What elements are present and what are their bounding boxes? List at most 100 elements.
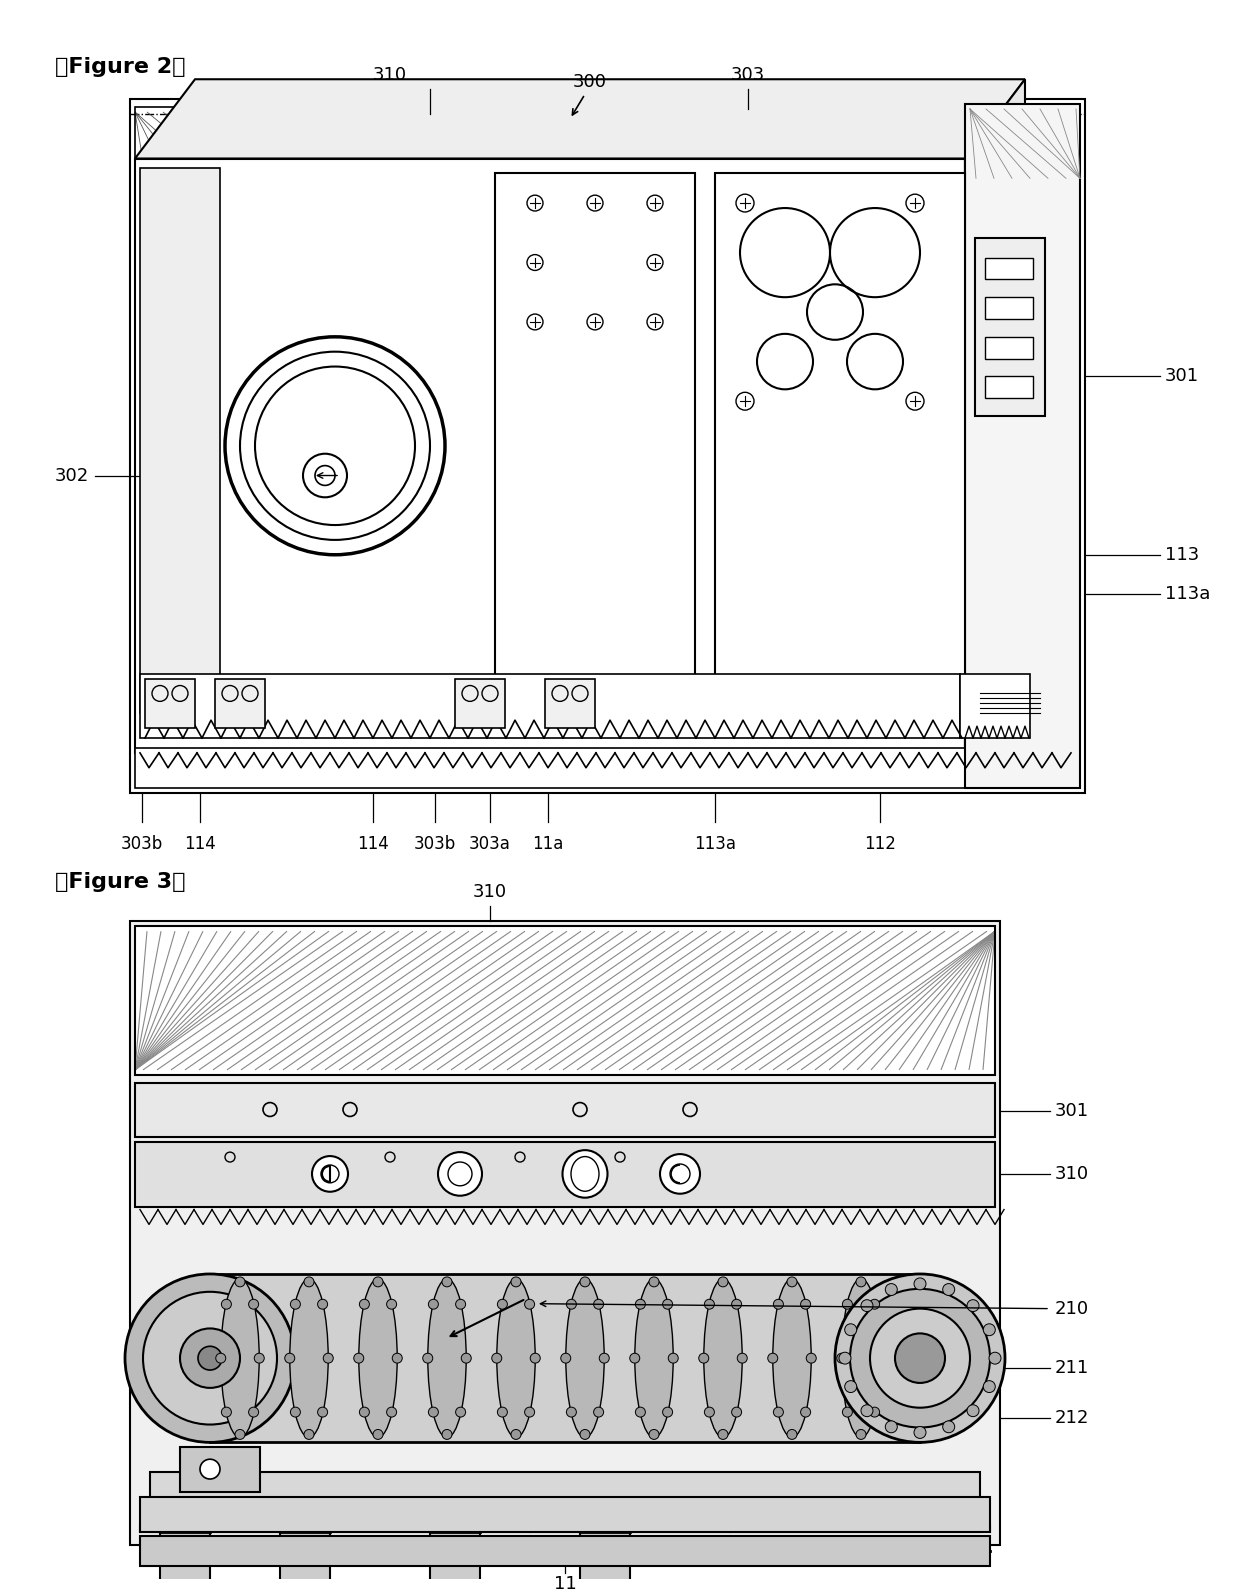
Circle shape — [441, 1430, 453, 1439]
Text: 303b: 303b — [414, 835, 456, 853]
Circle shape — [224, 336, 445, 555]
Text: 113a: 113a — [694, 835, 737, 853]
Circle shape — [360, 1299, 370, 1309]
Text: 310: 310 — [373, 67, 407, 84]
Circle shape — [718, 1430, 728, 1439]
Bar — [715, 174, 965, 728]
Circle shape — [254, 1353, 264, 1363]
Circle shape — [914, 1278, 926, 1290]
Circle shape — [806, 1353, 816, 1363]
Circle shape — [870, 1309, 970, 1408]
Circle shape — [844, 1323, 857, 1336]
Ellipse shape — [773, 1278, 811, 1438]
Bar — [140, 1537, 990, 1567]
Circle shape — [290, 1408, 300, 1417]
Polygon shape — [135, 80, 1025, 158]
Circle shape — [649, 1430, 658, 1439]
Circle shape — [438, 1152, 482, 1196]
Circle shape — [662, 1408, 672, 1417]
Circle shape — [856, 1277, 866, 1286]
Circle shape — [511, 1430, 521, 1439]
Circle shape — [560, 1353, 570, 1363]
Circle shape — [594, 1408, 604, 1417]
Circle shape — [895, 1334, 945, 1384]
Circle shape — [967, 1299, 980, 1312]
Bar — [135, 107, 1080, 158]
Bar — [135, 1143, 994, 1207]
Circle shape — [768, 1353, 777, 1363]
Text: 310: 310 — [472, 883, 507, 902]
Circle shape — [983, 1323, 996, 1336]
Circle shape — [580, 1430, 590, 1439]
Bar — [455, 679, 505, 728]
Circle shape — [312, 1156, 348, 1192]
Circle shape — [914, 1427, 926, 1438]
Ellipse shape — [565, 1278, 604, 1438]
Circle shape — [869, 1408, 879, 1417]
Bar — [965, 104, 1080, 787]
Circle shape — [304, 1430, 314, 1439]
Bar — [280, 1532, 330, 1594]
Circle shape — [699, 1353, 709, 1363]
Bar — [145, 679, 195, 728]
Circle shape — [662, 1299, 672, 1309]
Circle shape — [844, 1380, 857, 1393]
Text: 212: 212 — [1055, 1409, 1090, 1427]
Circle shape — [842, 1299, 852, 1309]
Ellipse shape — [497, 1278, 536, 1438]
Circle shape — [525, 1299, 534, 1309]
Circle shape — [875, 1353, 885, 1363]
Circle shape — [143, 1291, 277, 1425]
Ellipse shape — [221, 1278, 259, 1438]
Ellipse shape — [635, 1278, 673, 1438]
Circle shape — [290, 1299, 300, 1309]
Circle shape — [599, 1353, 609, 1363]
Ellipse shape — [704, 1278, 743, 1438]
Text: 210: 210 — [1055, 1299, 1089, 1318]
Bar — [580, 1532, 630, 1594]
Text: 301: 301 — [1166, 368, 1199, 386]
Bar — [215, 679, 265, 728]
Ellipse shape — [358, 1278, 397, 1438]
Bar — [140, 1497, 990, 1532]
Bar — [975, 238, 1045, 416]
Bar — [150, 1473, 980, 1532]
Circle shape — [303, 454, 347, 497]
Circle shape — [787, 1277, 797, 1286]
Circle shape — [353, 1353, 363, 1363]
Text: 301: 301 — [1055, 1101, 1089, 1119]
Circle shape — [455, 1299, 465, 1309]
Circle shape — [732, 1299, 742, 1309]
Circle shape — [885, 1283, 898, 1296]
Circle shape — [942, 1420, 955, 1433]
Circle shape — [373, 1430, 383, 1439]
Circle shape — [392, 1353, 402, 1363]
Bar — [130, 921, 999, 1546]
Circle shape — [942, 1283, 955, 1296]
Bar — [135, 926, 994, 1074]
Text: 《Figure 2》: 《Figure 2》 — [55, 57, 186, 78]
Circle shape — [774, 1299, 784, 1309]
Circle shape — [222, 1408, 232, 1417]
Bar — [140, 674, 960, 738]
Circle shape — [567, 1408, 577, 1417]
Bar — [546, 679, 595, 728]
Bar — [135, 158, 965, 752]
Circle shape — [324, 1353, 334, 1363]
Circle shape — [594, 1299, 604, 1309]
Bar — [180, 1447, 260, 1492]
Circle shape — [635, 1408, 645, 1417]
Bar — [135, 926, 994, 1074]
Text: 《Figure 3》: 《Figure 3》 — [55, 872, 186, 891]
Ellipse shape — [290, 1278, 329, 1438]
Circle shape — [200, 1459, 219, 1479]
Bar — [135, 1082, 994, 1137]
Bar — [135, 748, 1080, 787]
Text: 303b: 303b — [120, 835, 164, 853]
Text: 303: 303 — [730, 67, 765, 84]
Circle shape — [990, 1352, 1001, 1364]
Circle shape — [387, 1408, 397, 1417]
Circle shape — [967, 1404, 980, 1417]
Circle shape — [222, 1299, 232, 1309]
Circle shape — [236, 1430, 246, 1439]
